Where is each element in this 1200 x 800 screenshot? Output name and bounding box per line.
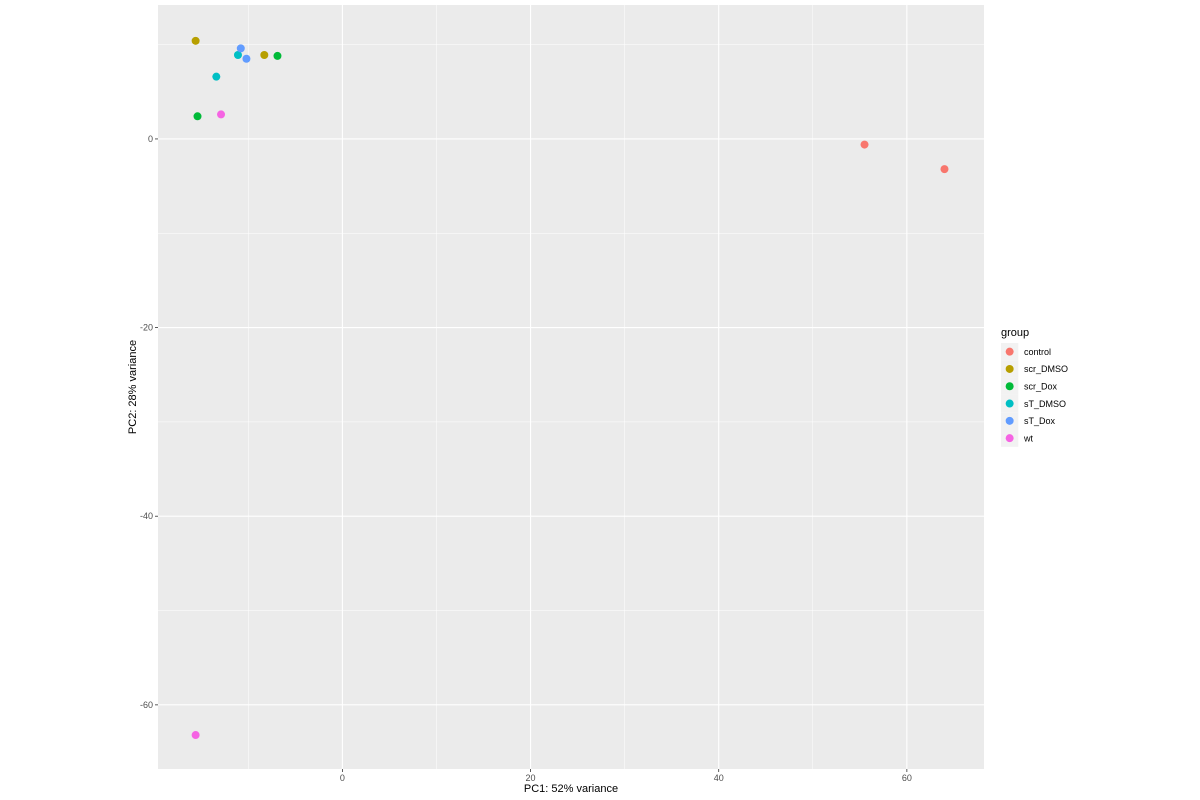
data-point-sT_DMSO (212, 72, 221, 81)
data-point-scr_Dox (273, 51, 282, 60)
data-points (191, 36, 949, 740)
legend-key-point-sT_Dox (1005, 416, 1014, 425)
legend-label-scr_DMSO: scr_DMSO (1024, 364, 1068, 374)
legend-label-sT_DMSO: sT_DMSO (1024, 399, 1066, 409)
y-tick-label: -20 (140, 323, 153, 333)
legend-key-point-scr_DMSO (1005, 364, 1014, 373)
legend-label-sT_Dox: sT_Dox (1024, 416, 1056, 426)
legend-key-point-wt (1005, 434, 1014, 443)
grid-minor (158, 5, 984, 769)
legend-label-wt: wt (1023, 433, 1033, 443)
data-point-wt (217, 110, 226, 119)
axis-ticks: 0 20 40 60 0 -20 -40 -60 (140, 134, 912, 783)
data-point-control (860, 140, 869, 149)
x-tick-label: 20 (526, 773, 536, 783)
grid-major (158, 5, 984, 769)
legend-label-scr_Dox: scr_Dox (1024, 381, 1058, 391)
x-tick-label: 40 (714, 773, 724, 783)
legend-label-control: control (1024, 347, 1051, 357)
data-point-scr_DMSO (191, 36, 200, 45)
data-point-control (940, 165, 949, 174)
y-tick-label: -60 (140, 700, 153, 710)
legend-title: group (1001, 327, 1029, 339)
legend-key-point-sT_DMSO (1005, 399, 1014, 408)
y-tick-label: 0 (148, 134, 153, 144)
plot-panel (158, 5, 984, 769)
data-point-wt (191, 731, 200, 740)
data-point-scr_Dox (193, 112, 202, 121)
data-point-sT_Dox (236, 44, 245, 53)
y-tick-label: -40 (140, 511, 153, 521)
legend-key-point-scr_Dox (1005, 382, 1014, 391)
legend: group control scr_DMSO scr_Dox sT_DMSO sT_Do… (1001, 327, 1068, 447)
y-axis-title: PC2: 28% variance (127, 340, 139, 434)
data-point-sT_DMSO (233, 50, 242, 59)
data-point-sT_Dox (242, 54, 251, 63)
x-tick-label: 0 (340, 773, 345, 783)
x-tick-label: 60 (902, 773, 912, 783)
data-point-scr_DMSO (260, 50, 269, 59)
x-axis-title: PC1: 52% variance (524, 783, 618, 795)
legend-key-point-control (1005, 347, 1014, 356)
